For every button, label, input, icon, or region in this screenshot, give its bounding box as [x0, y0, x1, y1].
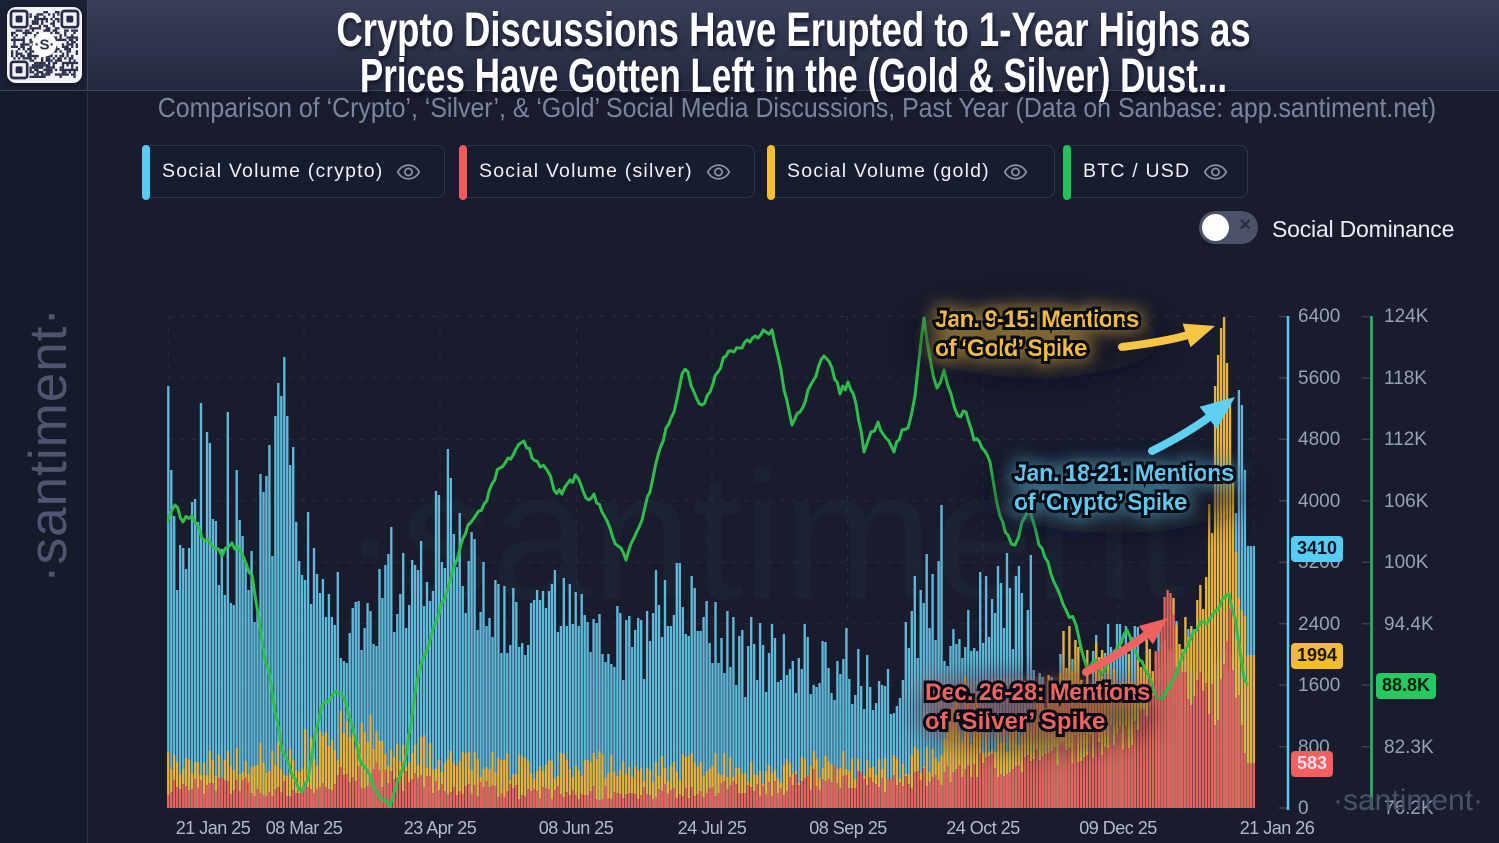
svg-text:of ‘Crypto’ Spike: of ‘Crypto’ Spike [1014, 489, 1187, 516]
svg-text:Jan. 18-21: Mentions: Jan. 18-21: Mentions [1014, 460, 1234, 487]
svg-text:Dec. 26-28: Mentions: Dec. 26-28: Mentions [925, 679, 1150, 706]
svg-text:of ‘Crypto’ Spike: of ‘Crypto’ Spike [1014, 489, 1187, 516]
svg-text:of ‘Gold’ Spike: of ‘Gold’ Spike [935, 335, 1087, 362]
svg-text:Jan. 18-21: Mentions: Jan. 18-21: Mentions [1014, 460, 1234, 487]
svg-text:Jan. 9-15: Mentions: Jan. 9-15: Mentions [935, 306, 1139, 333]
svg-text:Dec. 26-28: Mentions: Dec. 26-28: Mentions [925, 679, 1150, 706]
svg-text:·S·: ·S· [35, 37, 55, 54]
svg-text:Jan. 9-15: Mentions: Jan. 9-15: Mentions [935, 306, 1139, 333]
svg-text:of ‘Silver’ Spike: of ‘Silver’ Spike [925, 708, 1105, 735]
svg-text:of ‘Silver’ Spike: of ‘Silver’ Spike [925, 708, 1105, 735]
svg-text:of ‘Gold’ Spike: of ‘Gold’ Spike [935, 335, 1087, 362]
